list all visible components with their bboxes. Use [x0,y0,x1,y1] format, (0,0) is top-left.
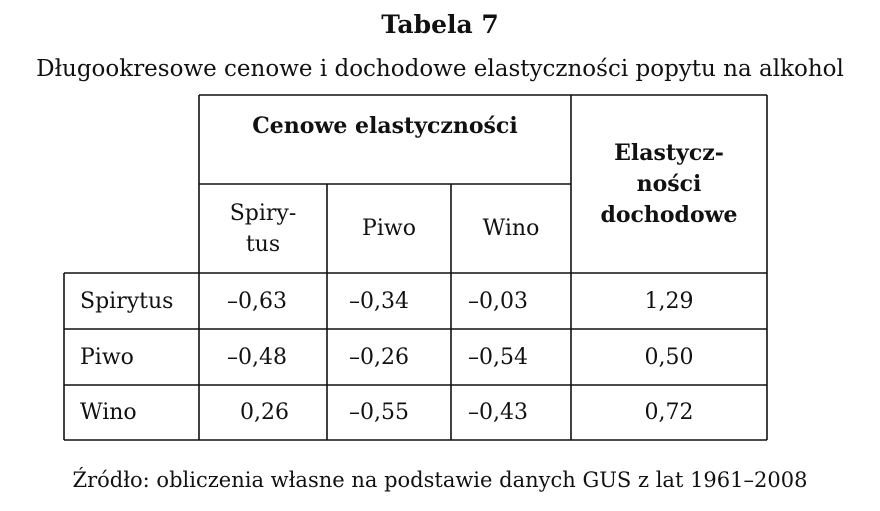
cell-piwo-income: 0,50 [644,344,694,370]
cell-wino-income: 0,72 [644,400,694,425]
table-label: Tabela 7 [381,10,499,39]
row-label-spirytus: Spirytus [80,288,174,314]
cell-spirytus-income: 1,29 [644,288,694,314]
table-title: Długookresowe cenowe i dochodowe elastyc… [36,56,844,82]
cell-wino-spirytus: 0,26 [240,400,289,425]
cell-piwo-piwo: –0,26 [349,344,409,370]
row-label-piwo: Piwo [80,344,134,370]
header-income-elasticities: Elastycz- ności dochodowe [600,139,738,228]
cell-piwo-wino: –0,54 [468,344,528,370]
cell-spirytus-piwo: –0,34 [349,288,409,314]
column-header-spirytus: Spiry- tus [229,200,297,257]
cell-spirytus-spirytus: –0,63 [227,288,287,314]
source-footnote: Źródło: obliczenia własne na podstawie d… [72,468,808,492]
column-header-piwo: Piwo [362,216,416,241]
cell-spirytus-wino: –0,03 [468,288,528,314]
column-header-wino: Wino [482,216,540,241]
header-price-elasticities: Cenowe elastyczności [252,112,518,139]
row-label-wino: Wino [80,400,137,425]
cell-piwo-spirytus: –0,48 [227,344,287,370]
cell-wino-wino: –0,43 [468,400,528,425]
cell-wino-piwo: –0,55 [349,400,409,425]
